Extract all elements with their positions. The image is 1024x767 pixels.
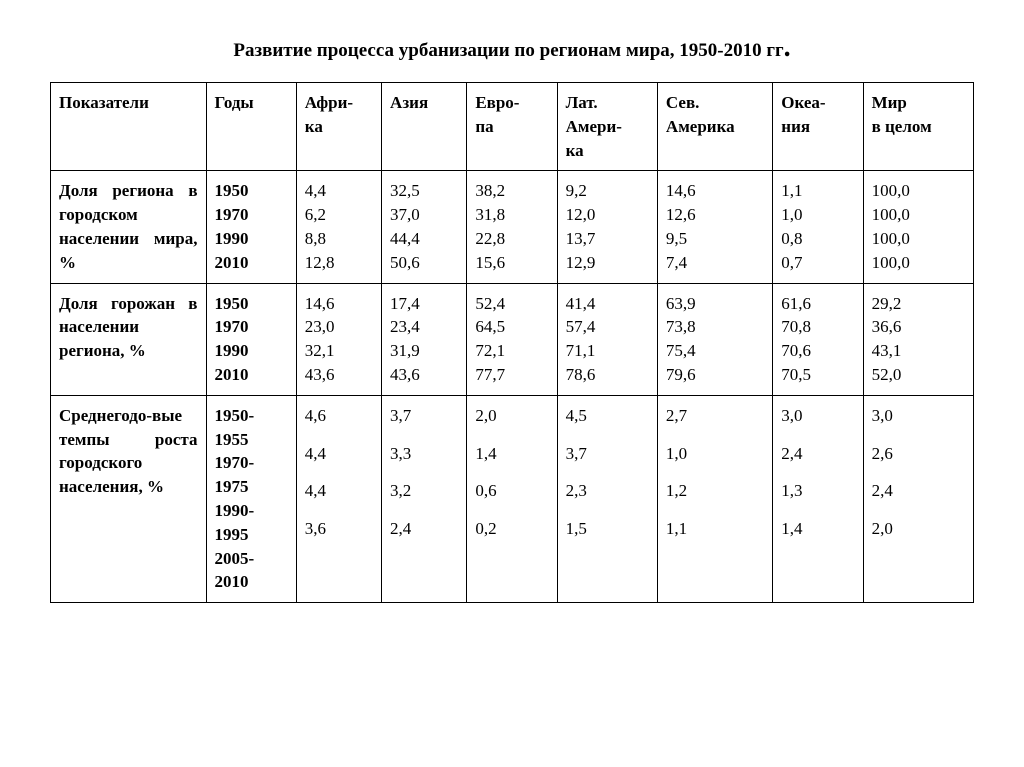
cell-namer: 63,973,875,479,6 (657, 283, 772, 395)
cell-latam: 9,212,013,712,9 (557, 171, 657, 283)
title-text: Развитие процесса урбанизации по региона… (233, 40, 783, 61)
cell-africa: 4,64,44,43,6 (296, 395, 381, 602)
cell-asia: 3,73,33,22,4 (382, 395, 467, 602)
cell-namer: 14,612,69,57,4 (657, 171, 772, 283)
cell-world: 3,02,62,42,0 (863, 395, 973, 602)
cell-oceania: 61,670,870,670,5 (773, 283, 863, 395)
row-label: Доля горожан в населении региона, % (51, 283, 207, 395)
hdr-europe: Евро-па (467, 83, 557, 171)
hdr-latam: Лат.Амери-ка (557, 83, 657, 171)
hdr-asia: Азия (382, 83, 467, 171)
cell-years: 1950197019902010 (206, 283, 296, 395)
row-label: Доля региона в городском населении мира,… (51, 171, 207, 283)
cell-oceania: 3,02,41,31,4 (773, 395, 863, 602)
hdr-oceania: Океа-ния (773, 83, 863, 171)
cell-asia: 32,537,044,450,6 (382, 171, 467, 283)
cell-years: 1950197019902010 (206, 171, 296, 283)
row-label: Среднегодо-вые темпы роста городского на… (51, 395, 207, 602)
cell-africa: 4,46,28,812,8 (296, 171, 381, 283)
cell-africa: 14,623,032,143,6 (296, 283, 381, 395)
page-title: Развитие процесса урбанизации по региона… (50, 40, 974, 62)
cell-world: 29,236,643,152,0 (863, 283, 973, 395)
cell-oceania: 1,11,00,80,7 (773, 171, 863, 283)
table-row: Среднегодо-вые темпы роста городского на… (51, 395, 974, 602)
table-row: Доля горожан в населении региона, % 1950… (51, 283, 974, 395)
cell-world: 100,0100,0100,0100,0 (863, 171, 973, 283)
cell-europe: 52,464,572,177,7 (467, 283, 557, 395)
cell-latam: 41,457,471,178,6 (557, 283, 657, 395)
title-dot: . (784, 32, 791, 63)
hdr-namer: Сев.Америка (657, 83, 772, 171)
cell-europe: 2,01,40,60,2 (467, 395, 557, 602)
cell-europe: 38,231,822,815,6 (467, 171, 557, 283)
cell-asia: 17,423,431,943,6 (382, 283, 467, 395)
cell-latam: 4,53,72,31,5 (557, 395, 657, 602)
header-row: Показатели Годы Афри-ка Азия Евро-па Лат… (51, 83, 974, 171)
hdr-africa: Афри-ка (296, 83, 381, 171)
cell-namer: 2,71,01,21,1 (657, 395, 772, 602)
hdr-indicator: Показатели (51, 83, 207, 171)
table-row: Доля региона в городском населении мира,… (51, 171, 974, 283)
hdr-world: Мирв целом (863, 83, 973, 171)
cell-years: 1950-19551970-19751990-19952005-2010 (206, 395, 296, 602)
data-table: Показатели Годы Афри-ка Азия Евро-па Лат… (50, 82, 974, 603)
hdr-years: Годы (206, 83, 296, 171)
